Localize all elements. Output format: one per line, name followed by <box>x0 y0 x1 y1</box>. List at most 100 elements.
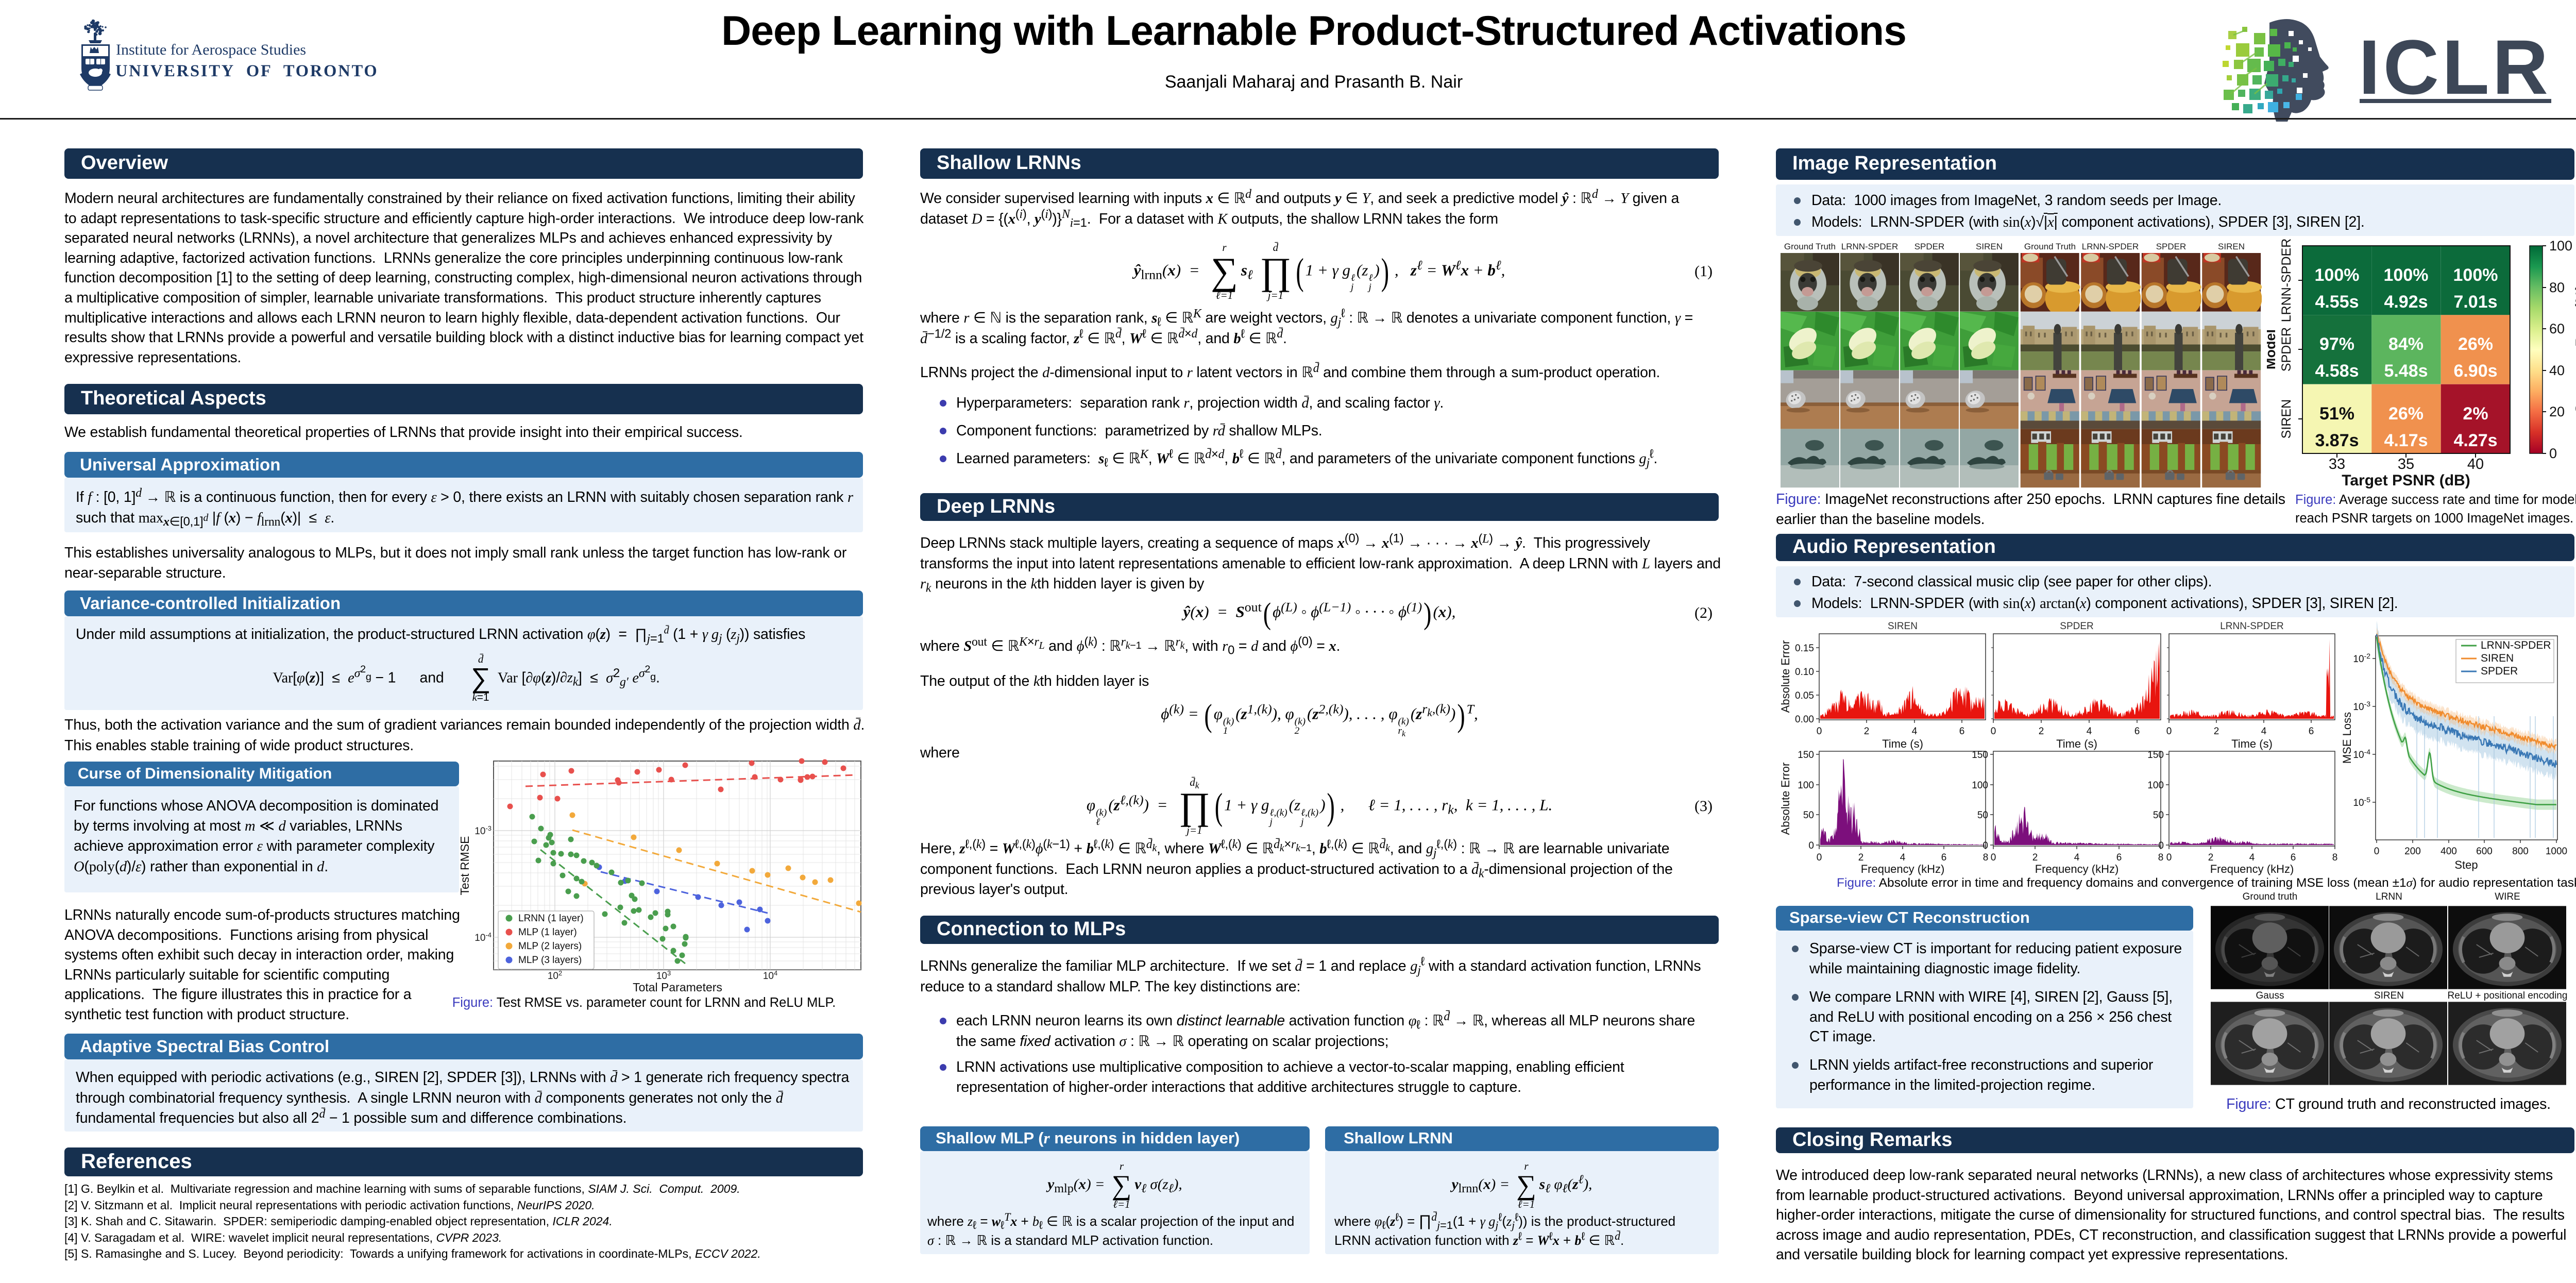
svg-text:200: 200 <box>2404 846 2421 857</box>
svg-text:100: 100 <box>1972 780 1988 791</box>
svg-text:10-4: 10-4 <box>474 931 492 943</box>
svg-text:2: 2 <box>1858 852 1864 863</box>
svg-text:SPDER: SPDER <box>2481 665 2518 677</box>
svg-text:8: 8 <box>2158 852 2164 863</box>
svg-text:150: 150 <box>1798 750 1814 761</box>
svg-text:4: 4 <box>1900 852 1906 863</box>
svg-text:7.01s: 7.01s <box>2453 292 2497 312</box>
svg-text:Frequency (kHz): Frequency (kHz) <box>1861 863 1945 875</box>
svg-text:10-5: 10-5 <box>2353 796 2370 808</box>
svg-text:Step: Step <box>2454 858 2478 871</box>
svg-text:100%: 100% <box>2453 265 2498 285</box>
svg-text:Test RMSE: Test RMSE <box>459 836 471 895</box>
svg-text:SIREN: SIREN <box>1888 621 1918 632</box>
svg-text:84%: 84% <box>2388 334 2424 354</box>
svg-text:Total Parameters: Total Parameters <box>633 981 722 994</box>
svg-text:Ground truth: Ground truth <box>2243 892 2298 902</box>
svg-text:400: 400 <box>2441 846 2457 857</box>
svg-text:3.87s: 3.87s <box>2315 431 2359 450</box>
svg-text:Frequency (kHz): Frequency (kHz) <box>2210 863 2294 875</box>
svg-text:4: 4 <box>2074 852 2080 863</box>
svg-text:2%: 2% <box>2463 404 2488 424</box>
svg-text:0: 0 <box>1808 840 1814 851</box>
svg-text:4: 4 <box>2087 726 2092 737</box>
svg-text:SIREN: SIREN <box>2481 652 2514 664</box>
svg-text:SPDER: SPDER <box>2156 242 2187 251</box>
svg-text:6: 6 <box>1959 726 1965 737</box>
svg-text:150: 150 <box>2147 750 2164 761</box>
svg-text:4.58s: 4.58s <box>2315 361 2359 381</box>
svg-text:6.90s: 6.90s <box>2453 361 2497 381</box>
svg-text:LRNN-SPDER: LRNN-SPDER <box>2220 621 2284 632</box>
svg-text:0.10: 0.10 <box>1795 667 1814 678</box>
svg-text:0.00: 0.00 <box>1795 714 1814 725</box>
svg-text:600: 600 <box>2476 846 2493 857</box>
svg-text:40: 40 <box>2549 363 2565 378</box>
svg-text:6: 6 <box>1941 852 1947 863</box>
svg-text:LRNN-SPDER: LRNN-SPDER <box>2481 639 2551 651</box>
svg-text:6: 6 <box>2116 852 2122 863</box>
svg-text:5.48s: 5.48s <box>2384 361 2428 381</box>
svg-text:LRNN-SPDER: LRNN-SPDER <box>2082 242 2139 251</box>
svg-text:LRNN (1 layer): LRNN (1 layer) <box>518 913 584 924</box>
svg-text:0: 0 <box>2166 726 2172 737</box>
svg-text:Gauss: Gauss <box>2256 990 2284 1001</box>
svg-text:4.27s: 4.27s <box>2453 431 2497 450</box>
svg-text:4.55s: 4.55s <box>2315 292 2359 312</box>
svg-text:Absolute Error: Absolute Error <box>1779 763 1792 835</box>
svg-text:100: 100 <box>1798 780 1814 791</box>
svg-text:8: 8 <box>1983 852 1989 863</box>
svg-text:0: 0 <box>2374 846 2380 857</box>
svg-text:Model: Model <box>2267 329 2278 369</box>
svg-text:0: 0 <box>2166 852 2172 863</box>
svg-text:WIRE: WIRE <box>2495 892 2520 902</box>
svg-text:LRNN: LRNN <box>2376 892 2402 902</box>
svg-text:10-4: 10-4 <box>2353 748 2370 761</box>
svg-text:0: 0 <box>1991 852 1996 863</box>
svg-text:60: 60 <box>2549 321 2565 336</box>
svg-text:80: 80 <box>2549 280 2565 295</box>
svg-text:33: 33 <box>2329 456 2345 472</box>
svg-text:ReLU + positional encoding: ReLU + positional encoding <box>2448 990 2568 1001</box>
svg-text:SIREN: SIREN <box>2374 990 2404 1001</box>
svg-text:20: 20 <box>2549 404 2565 419</box>
svg-text:Ground Truth: Ground Truth <box>1784 242 1836 251</box>
svg-text:800: 800 <box>2512 846 2529 857</box>
svg-text:LRNN-SPDER: LRNN-SPDER <box>1841 242 1899 251</box>
svg-text:SIREN: SIREN <box>2279 399 2294 438</box>
svg-text:4.17s: 4.17s <box>2384 431 2428 450</box>
svg-text:0: 0 <box>2549 446 2557 461</box>
svg-text:40: 40 <box>2467 456 2484 472</box>
svg-text:0: 0 <box>1817 852 1822 863</box>
svg-text:50: 50 <box>1803 810 1814 821</box>
svg-text:Time (s): Time (s) <box>2056 737 2097 750</box>
svg-text:1000: 1000 <box>2546 846 2567 857</box>
svg-text:SPDER: SPDER <box>2060 621 2093 632</box>
svg-text:Success Rate (%): Success Rate (%) <box>2573 285 2576 414</box>
svg-text:4: 4 <box>2249 852 2255 863</box>
svg-text:Ground Truth: Ground Truth <box>2024 242 2076 251</box>
svg-text:100%: 100% <box>2384 265 2429 285</box>
svg-text:103: 103 <box>656 969 671 982</box>
svg-text:2: 2 <box>2039 726 2044 737</box>
svg-text:26%: 26% <box>2388 404 2424 424</box>
svg-text:Absolute Error: Absolute Error <box>1779 640 1792 713</box>
svg-text:51%: 51% <box>2319 404 2354 424</box>
svg-text:MLP (1 layer): MLP (1 layer) <box>518 927 577 938</box>
svg-text:2: 2 <box>2214 726 2219 737</box>
svg-text:Frequency (kHz): Frequency (kHz) <box>2035 863 2119 875</box>
svg-text:4: 4 <box>2261 726 2267 737</box>
svg-text:26%: 26% <box>2458 334 2493 354</box>
svg-text:50: 50 <box>2153 810 2164 821</box>
svg-text:150: 150 <box>1972 750 1988 761</box>
svg-text:2: 2 <box>2032 852 2038 863</box>
svg-text:35: 35 <box>2398 456 2414 472</box>
svg-text:SPDER: SPDER <box>2279 327 2294 372</box>
svg-text:100%: 100% <box>2315 265 2360 285</box>
svg-text:100: 100 <box>2147 780 2164 791</box>
svg-text:SIREN: SIREN <box>2218 242 2245 251</box>
svg-text:LRNN-SPDER: LRNN-SPDER <box>2279 239 2294 323</box>
svg-text:Time (s): Time (s) <box>2231 737 2273 750</box>
svg-text:100: 100 <box>2549 238 2572 254</box>
svg-text:10-3: 10-3 <box>474 824 492 837</box>
